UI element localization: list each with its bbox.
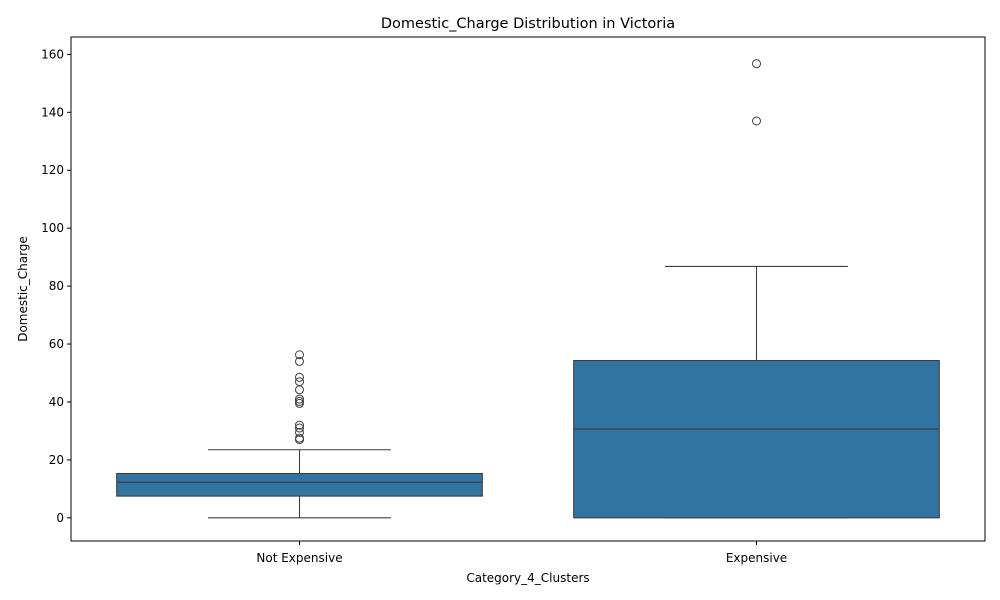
chart-title: Domestic_Charge Distribution in Victoria [381, 16, 675, 32]
x-axis-ticks: Not Expensive Expensive [256, 541, 787, 565]
box-iqr [116, 472, 483, 497]
outlier-point [295, 372, 304, 382]
y-axis-title: Domestic_Charge [16, 236, 30, 342]
outlier-point [295, 433, 304, 443]
outlier-point [295, 420, 304, 430]
box-group [573, 59, 940, 519]
y-tick-label: 20 [49, 453, 64, 467]
axes [70, 36, 986, 542]
outlier-point [295, 396, 304, 406]
outlier-point [752, 116, 761, 126]
axes-frame [70, 36, 986, 542]
outlier-point [295, 356, 304, 366]
y-tick-label: 60 [49, 337, 64, 351]
x-tick-label: Expensive [726, 551, 787, 565]
outlier-point [295, 385, 304, 395]
y-tick-label: 120 [41, 163, 64, 177]
plot-area [116, 59, 940, 519]
y-axis-ticks: 0 20 40 60 80 100 120 140 160 [41, 47, 71, 525]
x-tick-label: Not Expensive [256, 551, 342, 565]
outlier-point [295, 423, 304, 433]
y-tick-label: 40 [49, 395, 64, 409]
y-tick-label: 0 [56, 511, 64, 525]
outlier-point [295, 394, 304, 404]
outlier-point [752, 59, 761, 69]
outlier-point [295, 427, 304, 437]
x-axis-title: Category_4_Clusters [466, 571, 589, 585]
outlier-point [295, 350, 304, 360]
outlier-point [295, 377, 304, 387]
y-tick-label: 160 [41, 47, 64, 61]
box-iqr [573, 359, 940, 519]
y-tick-label: 80 [49, 279, 64, 293]
box-group [116, 350, 483, 519]
y-tick-label: 140 [41, 105, 64, 119]
y-tick-label: 100 [41, 221, 64, 235]
